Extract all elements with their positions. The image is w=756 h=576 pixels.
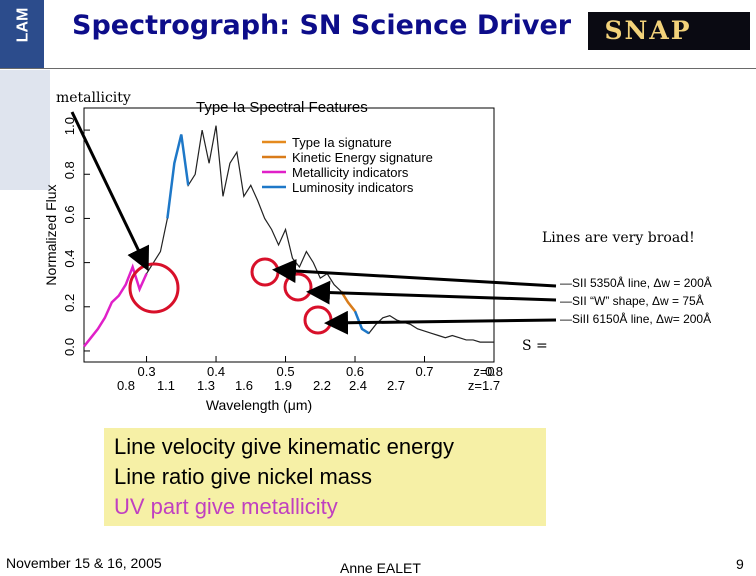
y-tick-label: 0.4 — [62, 250, 77, 268]
snap-logo: SNAP — [588, 12, 750, 50]
s-equation: S = — [522, 338, 548, 354]
metallicity-segment — [83, 263, 148, 348]
page-number: 9 — [736, 556, 744, 572]
x-tick-label-z0: 0.4 — [207, 364, 225, 379]
slide-title: Spectrograph: SN Science Driver — [72, 10, 572, 41]
annotation-siii-6150: —SiII 6150Å line, Δw= 200Å — [560, 312, 712, 326]
metallicity-label: metallicity — [56, 90, 131, 106]
x-tick-label-z17: 1.3 — [197, 378, 215, 393]
x-tick-label-z0: 0.3 — [138, 364, 156, 379]
legend-label: Type Ia signature — [292, 135, 392, 150]
lam-logo: LAM — [0, 0, 44, 68]
luminosity-segment — [166, 134, 190, 219]
x-tick-label-z0: z=0 — [473, 364, 494, 379]
arrow-sii-5350 — [272, 259, 557, 288]
y-tick-label: 1.0 — [62, 117, 77, 135]
arrow-siii — [324, 310, 557, 335]
luminosity-segment — [353, 310, 370, 335]
y-tick-label: 0.6 — [62, 205, 77, 223]
x-tick-label-z17: 1.9 — [274, 378, 292, 393]
footer-date: November 15 & 16, 2005 — [6, 555, 162, 571]
institute-logo — [0, 70, 50, 190]
chart-title: Type Ia Spectral Features — [196, 99, 368, 116]
highlight-circle-sii-w — [283, 272, 313, 302]
conclusion-uv: UV part give metallicity — [114, 494, 338, 519]
y-tick-label: 0.2 — [62, 294, 77, 312]
legend-label: Luminosity indicators — [292, 180, 414, 195]
header-divider — [0, 68, 756, 69]
x-tick-label-z17: 0.8 — [117, 378, 135, 393]
x-axis-label: Wavelength (μm) — [206, 397, 312, 413]
highlight-circle-siii — [303, 305, 333, 335]
x-tick-label-z17: z=1.7 — [468, 378, 500, 393]
y-tick-label: 0.0 — [62, 338, 77, 356]
snap-logo-text: SNAP — [604, 16, 692, 45]
kinetic-segment — [340, 290, 356, 312]
y-axis-label: Normalized Flux — [43, 184, 59, 285]
legend-label: Metallicity indicators — [292, 165, 409, 180]
y-tick-label: 0.8 — [62, 161, 77, 179]
arrow-sii-w — [306, 280, 557, 305]
conclusion-box: Line velocity give kinematic energy Line… — [104, 428, 546, 526]
x-tick-label-z0: 0.6 — [346, 364, 364, 379]
plot-frame — [83, 107, 495, 363]
highlight-circle-metallicity — [128, 262, 180, 314]
x-tick-label-z17: 2.2 — [313, 378, 331, 393]
highlight-circle-sii-5350 — [250, 257, 280, 287]
x-tick-label-z17: 1.1 — [157, 378, 175, 393]
annotation-sii-w: —SII “W” shape, Δw = 75Å — [560, 294, 704, 308]
broad-lines-note: Lines are very broad! — [542, 230, 695, 246]
x-tick-label-z17: 2.7 — [387, 378, 405, 393]
legend-label: Kinetic Energy signature — [292, 150, 433, 165]
footer-author: Anne EALET — [340, 560, 421, 576]
x-tick-label-z17: 1.6 — [235, 378, 253, 393]
conclusion-ratio: Line ratio give nickel mass — [114, 464, 373, 489]
arrow-metallicity — [70, 111, 150, 272]
x-tick-label-z0: 0.5 — [276, 364, 294, 379]
x-tick-label-z17: 2.4 — [349, 378, 367, 393]
x-tick-label-z0: 0.8 — [485, 364, 503, 379]
x-tick-label-z0: 0.7 — [415, 364, 433, 379]
annotation-sii-5350: —SII 5350Å line, Δw = 200Å — [560, 276, 712, 290]
conclusion-velocity: Line velocity give kinematic energy — [114, 434, 454, 459]
